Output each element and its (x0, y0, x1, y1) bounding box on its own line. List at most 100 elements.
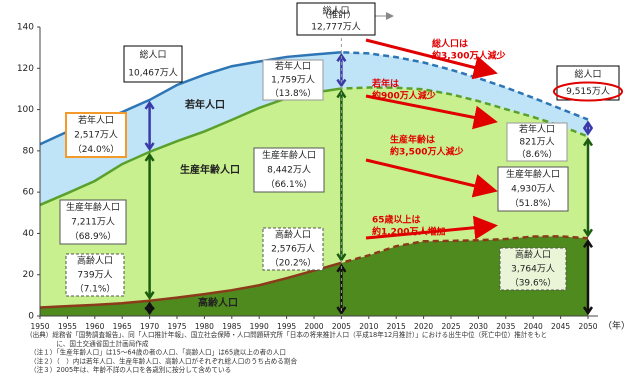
callout: 若年人口 821万人（8.6%） (506, 122, 568, 162)
arrow (365, 215, 498, 240)
callout: 生産年齢人口 7,211万人 （68.9%） (59, 199, 127, 245)
arrow-head (582, 228, 594, 238)
callout-box (123, 45, 183, 83)
callout-box (65, 253, 125, 297)
x-tick-label: 2030 (469, 322, 488, 331)
change-note: 約1,200万人増加 (372, 226, 445, 238)
x-tick-label: 1955 (58, 322, 77, 331)
callout-text: 高齢人口 (275, 229, 311, 241)
x-tick-label: 2045 (551, 322, 570, 331)
y-tick-label: 80 (23, 146, 35, 156)
area-label: 若年人口 (184, 98, 225, 111)
series-line (39, 50, 342, 146)
x-tick-label: 1980 (195, 322, 214, 331)
x-tick-label: 1965 (113, 322, 132, 331)
callout-text: 若年人口 (275, 60, 311, 72)
arrow-head (582, 306, 594, 316)
callout-text: 生産年齢人口 (262, 149, 316, 161)
x-tick-label: 1990 (250, 322, 269, 331)
x-tick-label: 2020 (414, 322, 433, 331)
x-tick-label: 1960 (85, 322, 104, 331)
change-note: 約900万人減少 (372, 90, 436, 102)
x-tick-label: 1995 (277, 322, 296, 331)
x-tick-label: 1985 (222, 322, 241, 331)
arrow-head (144, 142, 155, 152)
callout-text: 7,211万人 (71, 217, 115, 228)
change-note: 若年は (371, 78, 399, 90)
callout-text: （8.6%） (517, 149, 558, 160)
arrow-head (144, 152, 155, 162)
y-tick-label: 120 (17, 64, 34, 74)
arrow-head (144, 306, 155, 316)
x-tick-label: 2025 (441, 322, 460, 331)
arrow-head (582, 137, 594, 147)
arrow (365, 94, 498, 130)
callout-box (262, 227, 324, 271)
callout-text: （13.8%） (270, 88, 317, 99)
callout-box (65, 112, 127, 158)
callout-text: 1,759万人 (271, 75, 315, 86)
arrow-head (336, 263, 347, 273)
callout-box (506, 122, 568, 162)
footnote: に、国土交通省国土計画局作成 (30, 339, 149, 348)
callout-box (296, 2, 376, 36)
projection-label: （推計） (320, 9, 356, 21)
area (40, 236, 588, 316)
y-tick-label: 40 (23, 229, 35, 239)
footnote: (出典）総務省「国勢調査報告」、同「人口推計年報」、国立社会保障・人口問題研究所… (30, 330, 547, 339)
x-tick-label: 1970 (140, 322, 159, 331)
callout-box (253, 147, 325, 193)
callout-text: （7.1%） (75, 284, 116, 295)
callout-text: 高齢人口 (515, 249, 551, 261)
change-note: 約3,500万人減少 (390, 146, 463, 158)
arrow-head (144, 100, 155, 110)
arrow-head (582, 239, 594, 248)
change-note: 総人口は (432, 38, 468, 50)
callout-box (59, 199, 127, 245)
callout-text: 10,467万人 (128, 68, 178, 79)
callout-box (499, 247, 567, 291)
callout-text: 総人口 (139, 49, 166, 61)
callout-box (497, 166, 569, 212)
callout: 総人口 9,515万人 (553, 65, 623, 102)
callout-text: （24.0%） (73, 144, 120, 155)
series-line (39, 261, 342, 309)
callout-text: 総人口 (322, 5, 349, 17)
callout-text: 2,576万人 (271, 244, 315, 255)
callout-text: 若年人口 (78, 114, 114, 126)
arrow-head (336, 253, 347, 263)
x-tick-label: 2035 (496, 322, 515, 331)
x-tick-label: 2010 (359, 322, 378, 331)
arrow-head (582, 120, 594, 130)
callout-text: 821万人 (519, 137, 554, 148)
area-label: 生産年齢人口 (180, 163, 240, 176)
area-label: 高齢人口 (198, 296, 238, 309)
arrow-head (144, 291, 155, 300)
callout: 生産年齢人口 4,930万人 （51.8%） (497, 166, 569, 212)
callout: 若年人口 1,759万人 （13.8%） (262, 59, 324, 101)
callout-text: 総人口 (574, 68, 601, 80)
callout: 総人口 12,777万人 (296, 2, 376, 36)
callout-text: （66.1%） (266, 179, 313, 190)
callout-text: （39.6%） (510, 278, 557, 289)
callout: 高齢人口 3,764万人 （39.6%） (499, 247, 567, 291)
x-tick-label: 1975 (167, 322, 186, 331)
area (40, 52, 588, 205)
y-tick-label: 140 (17, 23, 34, 33)
callout-text: 高齢人口 (77, 255, 113, 267)
x-tick-label: 1950 (30, 322, 49, 331)
callout-text: 8,442万人 (267, 165, 311, 176)
x-unit: （年） (603, 320, 630, 332)
callout: 生産年齢人口 8,442万人 （66.1%） (253, 147, 325, 193)
callout-box (262, 59, 324, 101)
arrow (365, 158, 498, 198)
x-tick-label: 2015 (387, 322, 406, 331)
arrow-head (582, 126, 594, 136)
callout: 高齢人口 2,576万人 （20.2%） (262, 227, 324, 271)
change-note: 生産年齢は (390, 134, 435, 146)
change-note: 約3,300万人減少 (432, 50, 505, 62)
y-tick-label: 20 (23, 270, 35, 280)
x-tick-label: 2000 (304, 322, 323, 331)
arrow (365, 38, 498, 80)
